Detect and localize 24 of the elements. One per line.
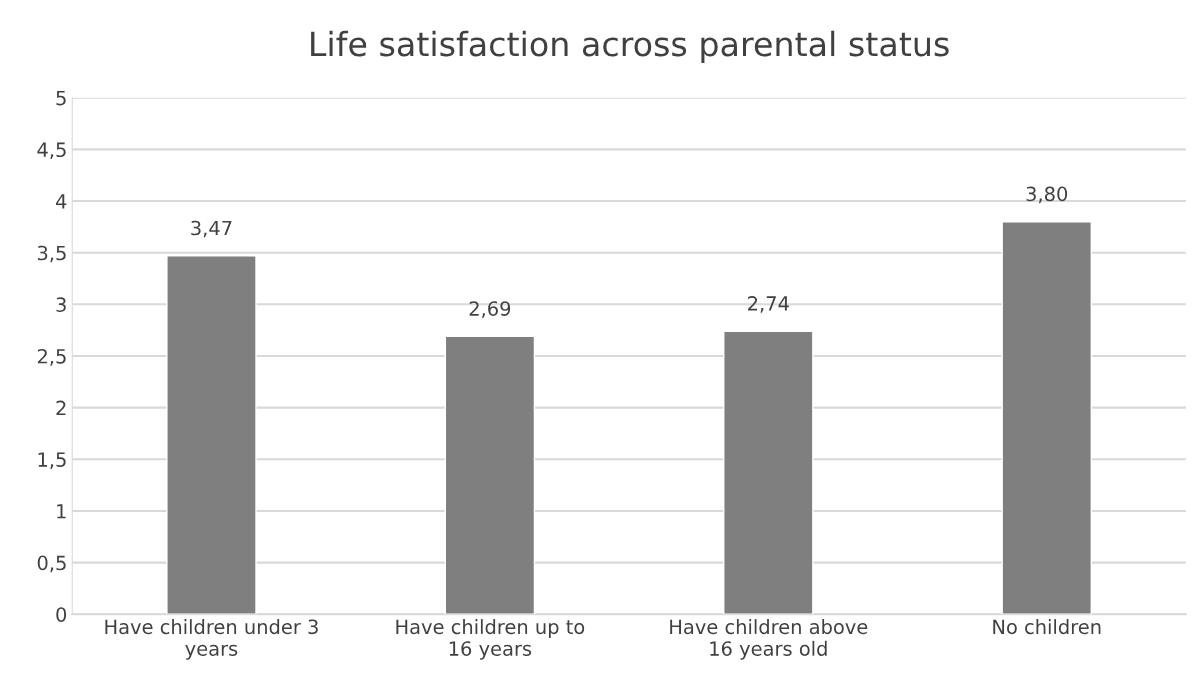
y-tick-label: 4 <box>55 194 67 209</box>
y-tick-label: 1 <box>57 504 66 519</box>
bar <box>723 330 814 615</box>
data-label: 2,74 <box>748 296 789 313</box>
data-label: 2,69 <box>469 301 511 318</box>
data-label: 3,80 <box>1026 186 1068 204</box>
data-label: 3,47 <box>191 220 232 238</box>
x-tick-label: Have children under 3 years <box>105 619 318 660</box>
y-tick-label: 0,5 <box>37 555 66 573</box>
y-tick-label: 2 <box>56 400 66 416</box>
bar <box>1001 220 1092 615</box>
x-tick-label: Have children up to 16 years <box>396 619 585 660</box>
y-tick-label: 4,5 <box>37 142 66 160</box>
y-tick-label: 2,5 <box>37 348 66 366</box>
y-tick-label: 3 <box>56 297 66 312</box>
y-tick-label: 3,5 <box>37 245 66 263</box>
y-tick-label: 0 <box>56 607 67 622</box>
bar <box>166 255 257 615</box>
x-tick-label: Have children above 16 years old <box>670 619 868 660</box>
chart-title: Life satisfaction across parental status <box>311 30 949 63</box>
x-tick-label: No children <box>993 619 1101 635</box>
y-tick-label: 1,5 <box>38 452 66 469</box>
bar <box>444 335 536 615</box>
y-tick-label: 5 <box>56 90 66 106</box>
